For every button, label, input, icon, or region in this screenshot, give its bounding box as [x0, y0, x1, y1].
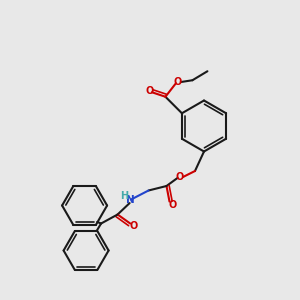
Text: O: O — [130, 220, 138, 231]
Text: O: O — [146, 86, 154, 96]
Text: O: O — [174, 77, 182, 87]
Text: N: N — [125, 195, 134, 205]
Text: H: H — [120, 191, 129, 201]
Text: O: O — [176, 172, 184, 182]
Text: O: O — [168, 200, 177, 210]
